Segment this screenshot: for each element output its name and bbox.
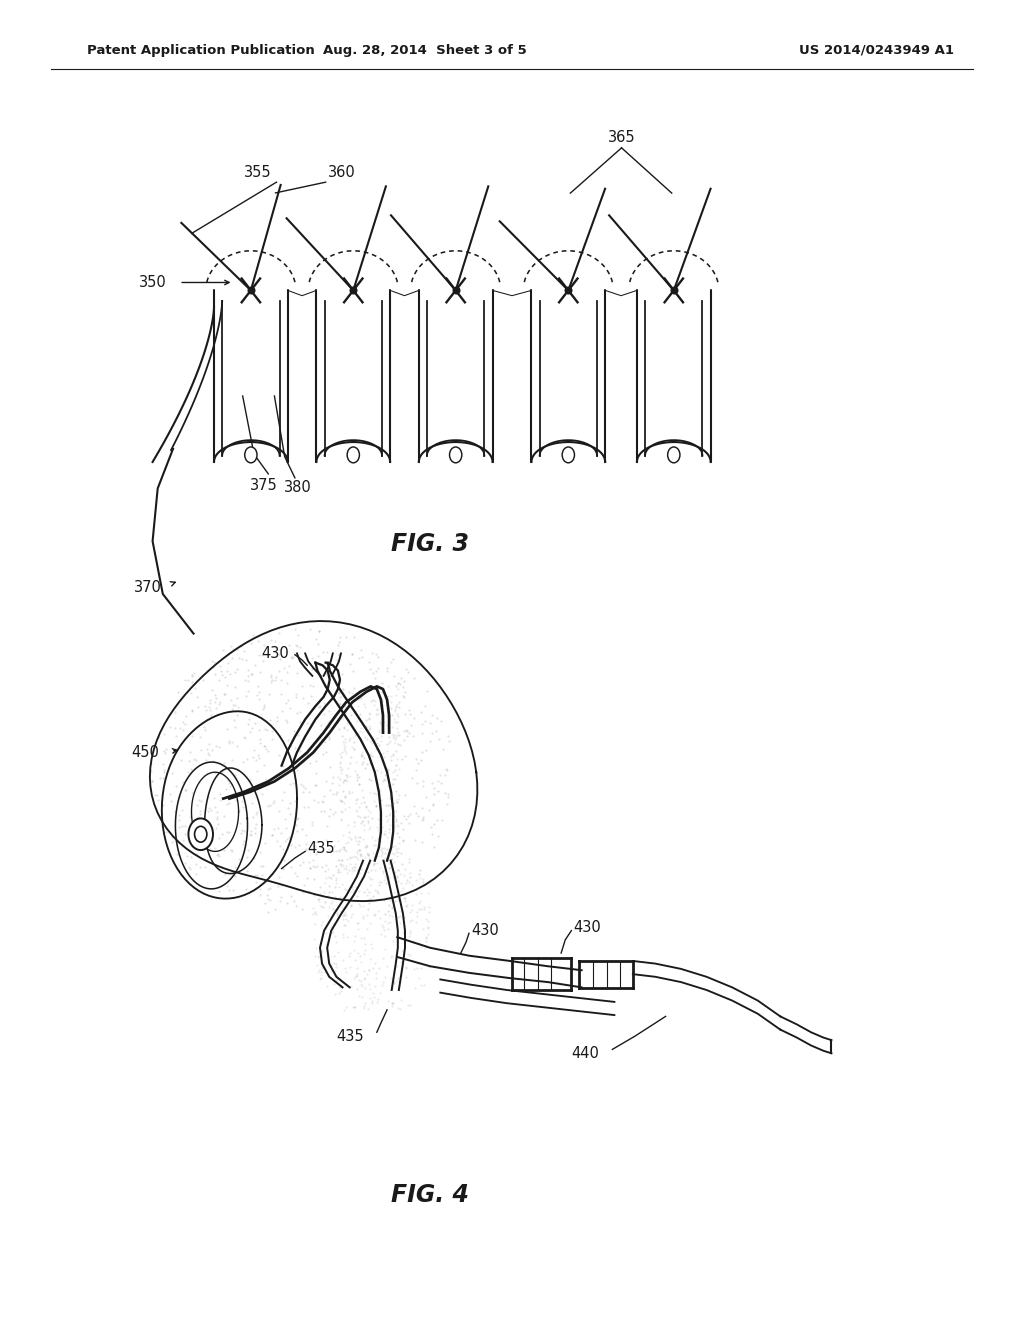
Text: 365: 365 bbox=[608, 131, 635, 145]
Text: 360: 360 bbox=[328, 165, 355, 180]
Text: 370: 370 bbox=[134, 579, 162, 595]
Text: 435: 435 bbox=[336, 1028, 364, 1044]
Text: FIG. 3: FIG. 3 bbox=[391, 532, 469, 556]
Text: 430: 430 bbox=[471, 923, 499, 939]
Circle shape bbox=[347, 447, 359, 463]
Text: FIG. 4: FIG. 4 bbox=[391, 1183, 469, 1206]
Text: 355: 355 bbox=[244, 165, 271, 180]
Text: 375: 375 bbox=[250, 478, 279, 492]
Text: 430: 430 bbox=[261, 645, 289, 661]
Text: 430: 430 bbox=[573, 920, 601, 936]
Text: 435: 435 bbox=[307, 841, 335, 857]
Circle shape bbox=[668, 447, 680, 463]
Circle shape bbox=[562, 447, 574, 463]
Text: 350: 350 bbox=[139, 275, 167, 290]
Circle shape bbox=[450, 447, 462, 463]
Text: 450: 450 bbox=[131, 744, 159, 760]
Circle shape bbox=[188, 818, 213, 850]
Text: Patent Application Publication: Patent Application Publication bbox=[87, 44, 314, 57]
Circle shape bbox=[195, 826, 207, 842]
Circle shape bbox=[245, 447, 257, 463]
Text: US 2014/0243949 A1: US 2014/0243949 A1 bbox=[799, 44, 953, 57]
Text: 380: 380 bbox=[284, 480, 312, 495]
Text: 440: 440 bbox=[571, 1045, 599, 1061]
Text: Aug. 28, 2014  Sheet 3 of 5: Aug. 28, 2014 Sheet 3 of 5 bbox=[324, 44, 526, 57]
